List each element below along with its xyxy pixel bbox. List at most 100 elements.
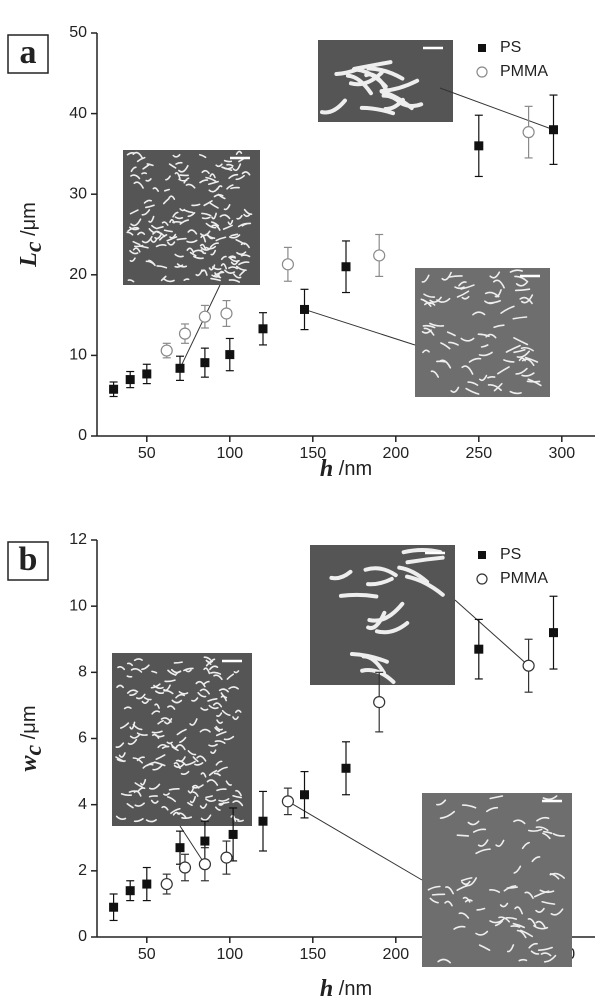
- inset-connector: [439, 87, 554, 131]
- inset-texture: [129, 249, 139, 255]
- y-axis-label: Lc /μm: [16, 202, 47, 268]
- y-tick-label: 20: [69, 266, 87, 283]
- inset-texture: [530, 950, 540, 955]
- inset-texture: [175, 161, 183, 165]
- inset-texture: [224, 269, 236, 274]
- inset-texture: [205, 798, 217, 803]
- inset-texture: [235, 265, 247, 271]
- x-tick-label: 200: [382, 946, 409, 963]
- inset-texture: [499, 902, 509, 908]
- inset-texture: [220, 255, 227, 261]
- inset-texture: [129, 692, 137, 696]
- inset-texture: [513, 865, 522, 874]
- inset-texture: [519, 296, 533, 305]
- inset-texture: [217, 766, 228, 773]
- point: [522, 659, 535, 672]
- inset-texture: [200, 249, 207, 255]
- inset-texture: [405, 574, 445, 597]
- inset-texture: [462, 896, 471, 903]
- inset-texture: [132, 723, 143, 731]
- inset-texture: [205, 176, 217, 183]
- inset-texture: [537, 946, 553, 951]
- inset-texture: [234, 709, 242, 714]
- point: [373, 249, 386, 262]
- inset-texture: [166, 796, 177, 803]
- inset-texture: [118, 752, 126, 758]
- inset-texture: [115, 815, 127, 820]
- inset-texture: [145, 204, 155, 209]
- inset-texture: [201, 216, 211, 220]
- inset-texture: [139, 245, 149, 249]
- inset-texture: [236, 251, 247, 256]
- inset-texture: [168, 163, 177, 169]
- inset-texture: [465, 387, 480, 395]
- inset-texture: [549, 872, 560, 880]
- inset-texture: [155, 754, 166, 761]
- inset-texture: [486, 806, 499, 813]
- point: [109, 902, 119, 912]
- inset-texture: [216, 719, 224, 724]
- inset-texture: [539, 889, 555, 894]
- inset-texture: [383, 97, 405, 111]
- inset-texture: [497, 366, 510, 375]
- inset-texture: [236, 214, 243, 220]
- y-tick-label: 4: [78, 796, 87, 813]
- inset-texture: [543, 830, 553, 835]
- inset-texture: [487, 376, 496, 379]
- y-tick-label: 10: [69, 347, 87, 364]
- inset-texture: [516, 350, 531, 358]
- inset-texture: [167, 669, 177, 676]
- inset-texture: [177, 756, 186, 763]
- point: [125, 375, 135, 385]
- inset-texture: [152, 764, 163, 771]
- inset-texture: [478, 374, 488, 382]
- inset-texture: [199, 243, 207, 251]
- inset-texture: [226, 163, 234, 167]
- inset-texture: [521, 358, 535, 367]
- inset-texture: [405, 555, 445, 565]
- inset-texture: [196, 755, 207, 762]
- inset-texture: [132, 247, 141, 253]
- inset-texture: [448, 341, 459, 346]
- inset-texture: [127, 279, 135, 283]
- point: [198, 858, 211, 871]
- inset-texture: [174, 253, 184, 258]
- inset-texture: [500, 305, 515, 314]
- inset-texture: [223, 735, 235, 741]
- inset-texture: [179, 219, 190, 225]
- inset-texture: [467, 381, 479, 386]
- inset-texture: [423, 327, 435, 336]
- inset-texture: [489, 271, 501, 279]
- inset-texture: [205, 662, 212, 667]
- inset-texture: [195, 269, 203, 277]
- x-axis-label: h /nm: [320, 976, 372, 1002]
- inset-texture: [238, 261, 250, 266]
- inset-texture: [161, 221, 169, 226]
- inset-texture: [205, 659, 214, 664]
- inset-texture: [123, 706, 132, 710]
- inset-texture: [168, 787, 180, 791]
- inset-texture: [173, 763, 185, 769]
- inset-texture: [193, 784, 204, 789]
- inset-image: [415, 268, 550, 397]
- inset-texture: [199, 153, 207, 159]
- inset-texture: [117, 665, 126, 671]
- inset-texture: [232, 716, 239, 721]
- inset-texture: [367, 601, 405, 623]
- inset-texture: [154, 690, 165, 695]
- y-label-unit: /μm: [18, 706, 40, 745]
- inset-texture: [214, 726, 221, 732]
- inset-texture: [130, 166, 137, 173]
- inset-texture: [160, 275, 167, 282]
- inset-texture: [233, 273, 242, 279]
- inset-texture: [200, 235, 207, 243]
- inset-texture: [233, 670, 240, 674]
- inset-texture: [422, 349, 430, 354]
- point: [178, 861, 192, 874]
- inset-texture: [423, 293, 436, 298]
- point: [125, 886, 135, 896]
- inset-texture: [513, 819, 526, 825]
- inset-texture: [197, 691, 207, 698]
- inset-texture: [127, 226, 139, 232]
- inset-texture: [228, 686, 239, 690]
